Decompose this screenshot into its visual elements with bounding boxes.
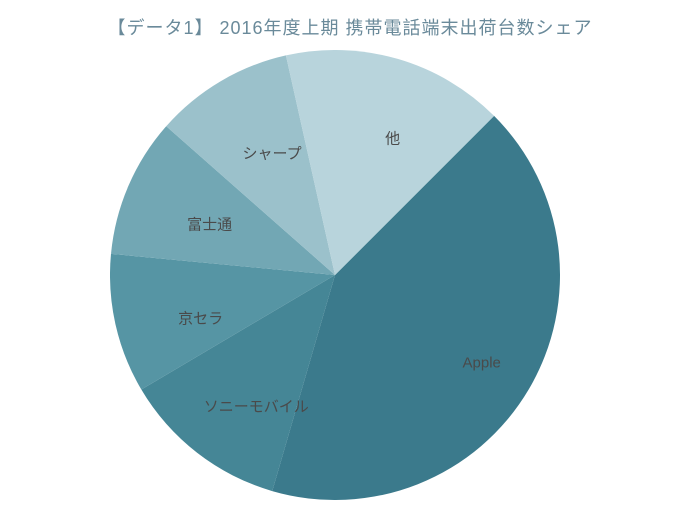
- pie-slice-label: 他: [385, 128, 400, 149]
- chart-title: 【データ1】 2016年度上期 携帯電話端末出荷台数シェア: [0, 14, 700, 40]
- pie-slice-label: シャープ: [243, 143, 302, 164]
- pie-slice-label: ソニーモバイル: [204, 395, 309, 416]
- pie-slice-label: Apple: [463, 354, 501, 371]
- pie-chart: [110, 50, 560, 500]
- pie-slice-label: 富士通: [187, 214, 232, 235]
- pie-slice-label: 京セラ: [178, 308, 223, 329]
